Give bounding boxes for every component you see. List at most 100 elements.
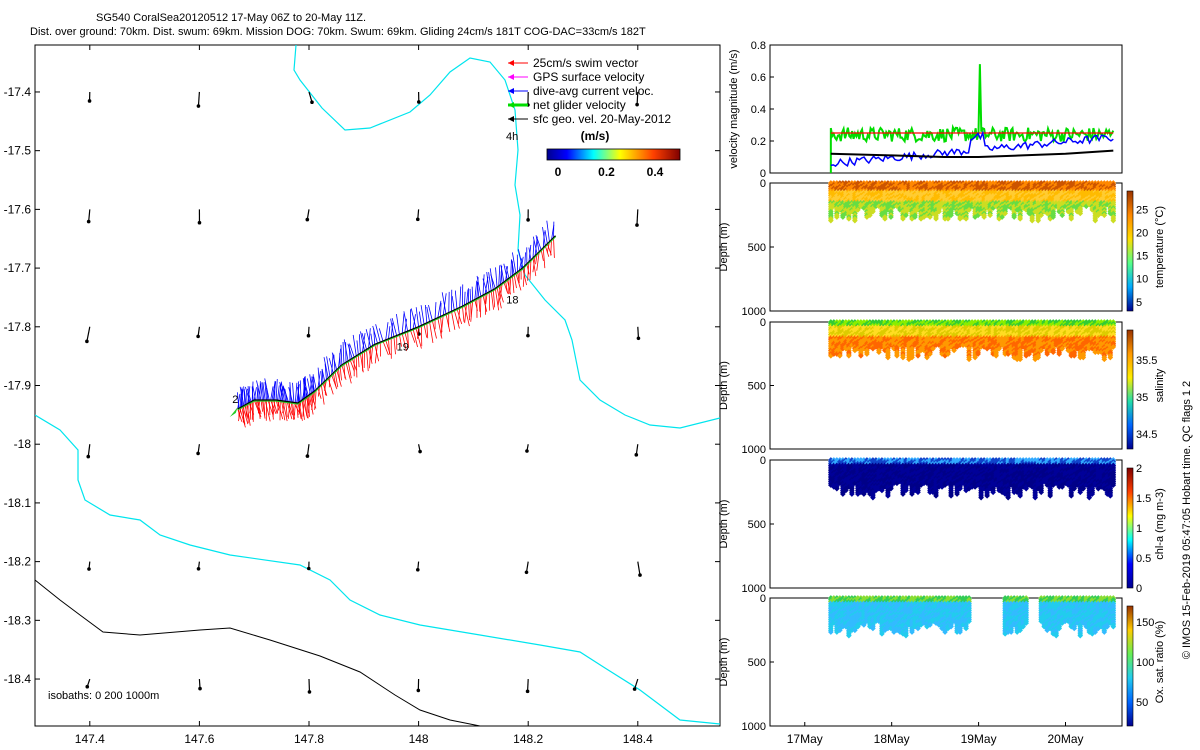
temperature-profile-point (987, 212, 993, 219)
swim-vector (458, 307, 461, 324)
swim-vector (478, 297, 481, 312)
legend-label: GPS surface velocity (533, 70, 644, 84)
temperature-cbar-label: temperature (°C) (1154, 206, 1166, 288)
swim-vector (239, 407, 246, 428)
swim-vector (553, 237, 555, 258)
swim-vector (388, 338, 390, 355)
temperature-profile-point (966, 207, 972, 213)
geo-vector (197, 91, 200, 107)
current-vector (352, 334, 357, 357)
swim-vector (343, 363, 346, 379)
geo-vector-head (526, 218, 530, 222)
current-vector (326, 356, 331, 377)
temperature-profile-point (903, 212, 909, 219)
temperature-profile-point (936, 208, 942, 215)
current-vector (321, 369, 326, 382)
current-vector (277, 385, 280, 401)
temperature-ytick-label: 0 (760, 178, 766, 190)
geo-vector-head (415, 567, 420, 572)
swim-vector (317, 387, 322, 399)
swim-vector (464, 304, 467, 324)
current-vector (243, 388, 247, 405)
swim-vector (404, 332, 409, 344)
current-vector (370, 333, 374, 346)
current-vector (264, 378, 270, 401)
current-vector (428, 304, 433, 321)
current-vector (401, 313, 405, 334)
current-vector (361, 333, 367, 350)
colorbar-tick: 0.4 (647, 165, 664, 179)
legend-label: sfc geo. vel. 20-May-2012 (533, 112, 671, 126)
swim-vector (393, 336, 396, 355)
swim-vector (341, 364, 347, 380)
swim-vector (366, 349, 369, 372)
current-vector (237, 392, 240, 409)
legend-label: dive-avg current veloc. (533, 84, 654, 98)
geo-vector-head (417, 100, 421, 104)
chla-ytick-label: 0 (760, 455, 766, 467)
geo-vector-head (87, 567, 91, 571)
current-vector (532, 240, 535, 259)
current-vector (311, 376, 315, 392)
current-vector (512, 252, 517, 274)
swim-vector (313, 391, 315, 403)
current-vector (544, 230, 548, 244)
geo-vector-head (634, 453, 639, 457)
temperature-ytick-label: 500 (748, 242, 766, 254)
track-day-label: 2 (232, 394, 238, 406)
current-vector (372, 325, 378, 344)
geo-vector-head (307, 690, 312, 694)
current-vector (532, 236, 538, 255)
current-vector (246, 388, 252, 402)
swim-vector (286, 401, 293, 420)
swim-vector (410, 329, 416, 343)
velocity-ytick-label: 0.8 (751, 40, 766, 52)
swim-vector (292, 402, 295, 420)
current-vector (482, 278, 488, 294)
colorbar-tick: 0 (555, 165, 562, 179)
current-vector (403, 311, 409, 332)
map-frame (34, 44, 721, 727)
swim-vector (296, 402, 299, 418)
temperature-cbar-tick: 25 (1136, 204, 1148, 216)
temperature-profile-point (933, 216, 939, 222)
swim-vector (294, 402, 296, 416)
temperature-profile-point (852, 217, 858, 224)
swim-vector (399, 334, 402, 347)
velocity-ytick-label: 0.4 (751, 104, 766, 116)
geo-vector-head (306, 566, 311, 571)
current-vector (283, 386, 287, 402)
current-vector (474, 280, 478, 300)
swim-vector (304, 397, 308, 417)
geo-vector-head (526, 333, 530, 338)
colorbar-tick: 0.2 (598, 165, 615, 179)
geo-vector (525, 561, 529, 573)
swim-vector (268, 400, 271, 416)
swim-vector (451, 311, 456, 330)
geo-vector (88, 209, 91, 222)
swim-vector (242, 405, 245, 423)
swim-vector (470, 300, 474, 322)
temperature-cbar-tick: 20 (1136, 228, 1148, 240)
map-xtick-label: 148 (409, 732, 429, 746)
track-start-marker (229, 406, 238, 417)
isobath-line (35, 579, 481, 726)
map-xtick-label: 147.8 (294, 732, 324, 746)
swim-vector (298, 400, 302, 415)
current-vector (476, 281, 480, 298)
swim-vector (338, 368, 341, 383)
current-vector (288, 387, 293, 403)
current-vector (368, 328, 371, 349)
geo-vector-head (638, 573, 642, 577)
map-ytick-label: -17.6 (4, 202, 32, 216)
current-vector (302, 377, 306, 399)
swim-vector (320, 384, 325, 405)
swim-vector (426, 322, 429, 339)
current-vector (546, 220, 550, 242)
geo-vector-head (87, 99, 92, 103)
swim-vector (257, 400, 261, 414)
swim-vector (249, 401, 252, 414)
swim-vector (417, 326, 419, 339)
